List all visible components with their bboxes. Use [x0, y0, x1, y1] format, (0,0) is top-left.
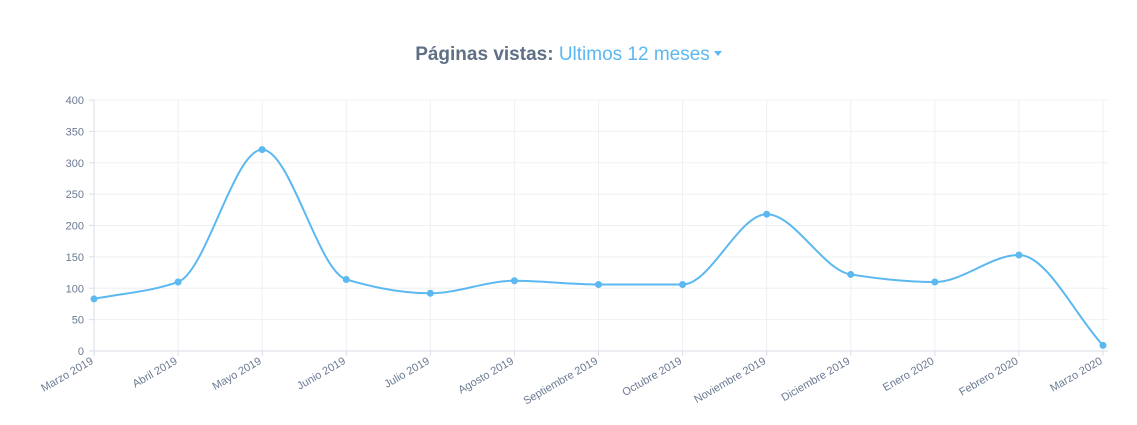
- x-tick-label: Marzo 2019: [39, 355, 95, 394]
- x-axis-ticks: Marzo 2019 Abril 2019 Mayo 2019 Junio 2019 J…: [39, 351, 1105, 407]
- x-tick-label: Abril 2019: [131, 355, 180, 390]
- data-point-4[interactable]: [342, 275, 350, 283]
- data-point-5[interactable]: [426, 289, 434, 297]
- x-tick-label: Noviembre 2019: [692, 355, 768, 406]
- data-point-9[interactable]: [763, 210, 771, 218]
- x-tick-label: Septiembre 2019: [521, 355, 600, 407]
- data-point-12[interactable]: [1015, 251, 1023, 259]
- x-tick-label: Junio 2019: [295, 355, 348, 392]
- x-tick-label: Febrero 2020: [957, 355, 1020, 398]
- data-point-11[interactable]: [931, 278, 939, 286]
- y-tick-label: 100: [66, 283, 84, 295]
- data-point-8[interactable]: [679, 280, 687, 288]
- y-tick-label: 200: [66, 221, 84, 233]
- series-page-views: [90, 146, 1107, 349]
- x-tick-label: Julio 2019: [382, 355, 431, 390]
- data-point-7[interactable]: [595, 280, 602, 288]
- grid-lines: [94, 99, 1108, 351]
- y-axis-ticks: 0 50 100 150 200 250 300 350 400: [66, 95, 94, 358]
- x-tick-label: Diciembre 2019: [780, 355, 853, 404]
- x-tick-label: Marzo 2020: [1048, 355, 1104, 394]
- y-tick-label: 150: [66, 252, 84, 264]
- data-point-10[interactable]: [847, 270, 855, 278]
- caret-down-icon: [713, 50, 722, 56]
- chart-title-label: Páginas vistas:: [415, 44, 554, 65]
- y-tick-label: 250: [66, 189, 84, 201]
- data-point-13[interactable]: [1099, 341, 1107, 349]
- y-tick-label: 300: [66, 158, 84, 170]
- data-point-1[interactable]: [90, 295, 98, 303]
- y-tick-label: 350: [66, 126, 84, 138]
- time-range-dropdown[interactable]: Ultimos 12 meses: [559, 40, 722, 70]
- data-point-2[interactable]: [174, 278, 182, 286]
- y-tick-label: 400: [66, 95, 84, 107]
- x-tick-label: Agosto 2019: [456, 355, 516, 396]
- data-point-3[interactable]: [258, 146, 266, 154]
- x-tick-label: Enero 2020: [881, 355, 936, 394]
- x-tick-label: Octubre 2019: [620, 355, 684, 399]
- data-point-6[interactable]: [510, 277, 518, 285]
- y-tick-label: 50: [72, 315, 84, 327]
- x-tick-label: Mayo 2019: [211, 355, 264, 393]
- chart-header: Páginas vistas: Ultimos 12 meses: [0, 40, 1137, 70]
- y-tick-label: 0: [78, 346, 84, 358]
- time-range-label: Ultimos 12 meses: [558, 44, 710, 65]
